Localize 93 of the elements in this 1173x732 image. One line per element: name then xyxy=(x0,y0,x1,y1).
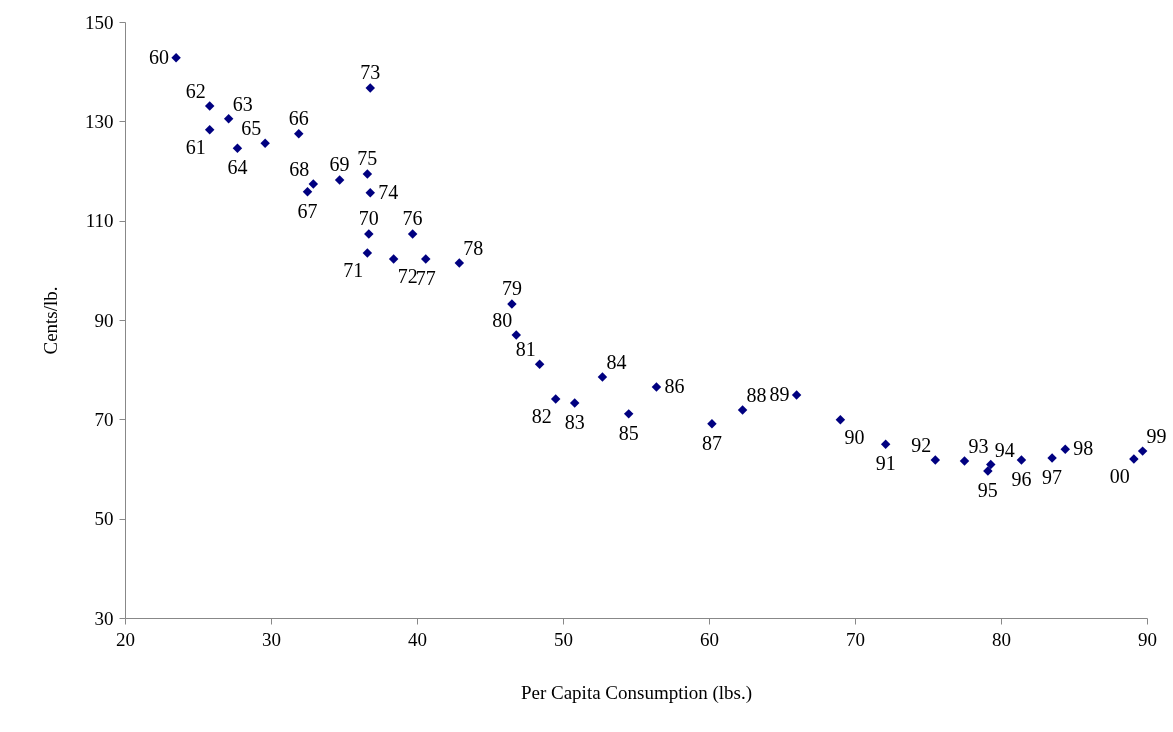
y-tick-label: 50 xyxy=(94,508,114,530)
point xyxy=(835,415,846,425)
point xyxy=(651,382,662,392)
annotation: 83 xyxy=(564,410,585,433)
point xyxy=(232,143,243,153)
x-tick-label: 30 xyxy=(262,628,281,650)
annotation: 70 xyxy=(358,207,379,230)
annotation: 76 xyxy=(402,207,423,230)
point xyxy=(737,405,748,415)
annotation: 72 xyxy=(397,264,418,287)
annotation: 81 xyxy=(515,338,536,361)
annotation: 82 xyxy=(531,404,552,427)
point xyxy=(308,179,319,189)
point xyxy=(1016,455,1027,465)
y-axis-title: Cents/lb. xyxy=(40,286,61,355)
annotation: 93 xyxy=(968,435,989,458)
point xyxy=(550,394,561,404)
annotation: 71 xyxy=(343,258,364,281)
annotation: 66 xyxy=(288,106,309,129)
point xyxy=(880,439,891,449)
point xyxy=(1137,446,1148,456)
point xyxy=(302,187,313,197)
point xyxy=(511,330,522,340)
point xyxy=(930,455,941,465)
point xyxy=(597,372,608,382)
y-tick-label: 110 xyxy=(85,210,114,232)
point xyxy=(986,459,996,470)
annotation: 73 xyxy=(360,61,381,84)
x-tick-label: 40 xyxy=(408,628,427,650)
x-tick-label: 60 xyxy=(700,628,719,650)
annotation: 67 xyxy=(297,199,318,222)
y-tick-label: 150 xyxy=(85,11,114,33)
annotation: 00 xyxy=(1109,465,1130,488)
annotation: 94 xyxy=(994,438,1015,461)
annotation: 99 xyxy=(1146,425,1167,448)
annotation: 87 xyxy=(701,431,722,454)
x-tick-label: 80 xyxy=(992,628,1011,650)
annotation: 60 xyxy=(149,45,170,68)
annotation: 89 xyxy=(769,383,790,405)
point xyxy=(1060,444,1070,454)
annotation: 97 xyxy=(1042,466,1063,489)
point xyxy=(204,101,215,111)
annotation: 62 xyxy=(185,79,206,102)
annotation: 92 xyxy=(911,434,932,457)
annotation: 68 xyxy=(289,157,310,180)
x-axis-title: Per Capita Consumption (lbs.) xyxy=(520,681,753,704)
point xyxy=(294,129,304,139)
y-tick-label: 30 xyxy=(94,607,114,629)
x-tick-label: 20 xyxy=(116,628,135,650)
point xyxy=(707,419,717,429)
annotation: 64 xyxy=(227,156,248,179)
point xyxy=(260,138,270,148)
y-tick-label: 130 xyxy=(85,110,114,132)
point xyxy=(365,83,376,93)
x-tick-label: 50 xyxy=(554,628,573,650)
annotation: 78 xyxy=(463,236,484,259)
annotation: 80 xyxy=(492,308,513,331)
annotation: 90 xyxy=(844,425,865,448)
point xyxy=(623,409,634,419)
point xyxy=(421,254,431,264)
x-tick-label: 90 xyxy=(1138,628,1157,650)
annotation: 74 xyxy=(378,180,399,203)
y-tick-label: 90 xyxy=(94,309,114,331)
point xyxy=(407,229,418,239)
point xyxy=(365,188,376,198)
point xyxy=(334,175,345,185)
point xyxy=(362,248,373,258)
annotation: 86 xyxy=(664,375,685,398)
annotation: 63 xyxy=(232,92,253,115)
point xyxy=(534,359,545,369)
annotation: 85 xyxy=(618,421,639,444)
annotation: 65 xyxy=(241,117,262,140)
point xyxy=(791,390,802,400)
annotation: 84 xyxy=(606,351,627,374)
point xyxy=(204,125,215,135)
point xyxy=(959,456,970,466)
annotation: 75 xyxy=(357,146,378,169)
annotation: 98 xyxy=(1073,437,1094,460)
x-tick-label: 70 xyxy=(846,628,865,650)
annotation: 91 xyxy=(875,452,896,475)
point xyxy=(362,169,373,179)
point xyxy=(569,398,580,408)
point xyxy=(223,114,234,124)
annotation: 79 xyxy=(501,277,522,300)
point xyxy=(171,53,181,63)
annotation: 96 xyxy=(1011,468,1032,491)
point xyxy=(388,254,399,264)
annotation: 61 xyxy=(185,135,206,158)
annotation: 95 xyxy=(977,478,998,501)
y-tick-label: 70 xyxy=(94,408,114,430)
annotation: 69 xyxy=(329,152,350,175)
point xyxy=(454,258,465,268)
annotation: 88 xyxy=(746,383,767,406)
